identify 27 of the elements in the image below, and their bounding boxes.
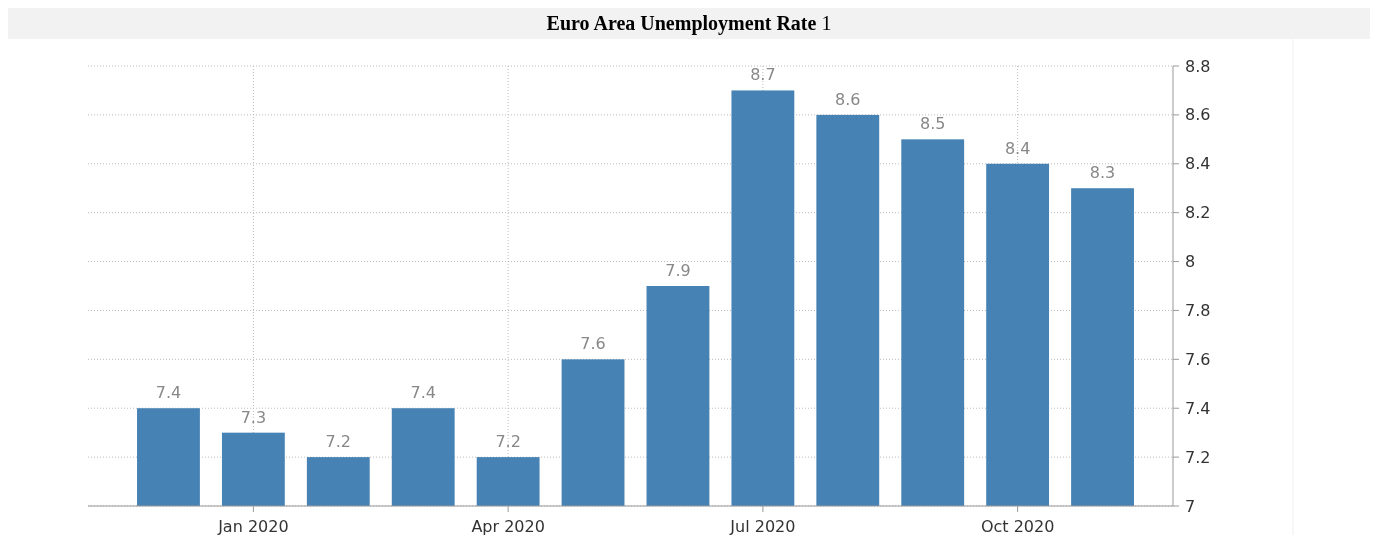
y-tick-label: 7.2 bbox=[1185, 447, 1211, 467]
y-tick-label: 8.2 bbox=[1185, 203, 1211, 223]
data-label: 8.5 bbox=[919, 114, 946, 134]
y-tick-label: 7.6 bbox=[1185, 349, 1211, 369]
data-label: 8.3 bbox=[1089, 163, 1116, 183]
y-tick-label: 8 bbox=[1185, 252, 1196, 272]
y-tick-label: 8.8 bbox=[1185, 56, 1211, 76]
y-tick-label: 8.6 bbox=[1185, 105, 1211, 125]
y-tick-label: 8.4 bbox=[1185, 154, 1211, 174]
data-label: 7.3 bbox=[240, 407, 267, 427]
data-label: 8.7 bbox=[750, 65, 776, 85]
x-tick-label: Jul 2020 bbox=[729, 517, 796, 536]
data-label: 7.4 bbox=[410, 383, 436, 403]
data-label: 7.4 bbox=[155, 383, 182, 403]
chart-title: Euro Area Unemployment Rate 1 bbox=[546, 12, 832, 35]
x-tick-label: Jan 2020 bbox=[217, 517, 289, 536]
data-label: 8.6 bbox=[835, 89, 861, 109]
data-label: 7.2 bbox=[495, 432, 521, 452]
y-tick-label: 7.4 bbox=[1185, 398, 1211, 418]
y-tick-label: 7.8 bbox=[1185, 301, 1211, 321]
data-label: 7.9 bbox=[665, 261, 691, 280]
x-tick-label: Oct 2020 bbox=[980, 517, 1055, 536]
y-tick-label: 7 bbox=[1185, 496, 1196, 516]
x-tick-label: Apr 2020 bbox=[471, 517, 545, 536]
data-label: 7.6 bbox=[580, 334, 606, 354]
data-label: 8.4 bbox=[1004, 138, 1031, 158]
data-label: 7.2 bbox=[325, 432, 352, 452]
